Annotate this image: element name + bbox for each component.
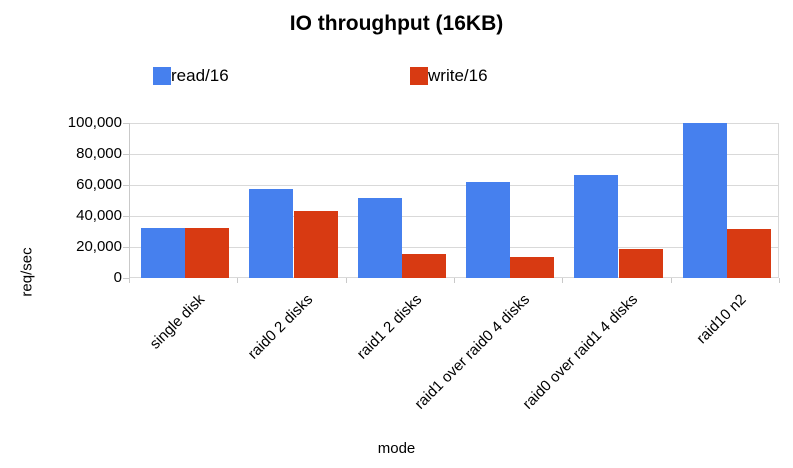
bar-write-raid1-over-raid0-4-disks	[510, 257, 554, 278]
bar-read-raid1-over-raid0-4-disks	[466, 182, 510, 278]
x-tick-mark	[779, 278, 780, 283]
chart-title: IO throughput (16KB)	[289, 12, 504, 35]
legend-swatch-write-icon	[410, 66, 428, 85]
x-tick-mark	[562, 278, 563, 283]
legend-item-read: read/16	[153, 66, 229, 85]
gridline	[130, 184, 778, 186]
y-tick-mark	[123, 278, 129, 279]
bar-read-raid1-2-disks	[358, 198, 402, 278]
legend-label-write: write/16	[428, 66, 488, 85]
legend-item-write: write/16	[410, 66, 488, 85]
legend-label-read: read/16	[171, 66, 229, 85]
gridline	[130, 246, 778, 248]
x-tick-mark	[346, 278, 347, 283]
bar-write-raid0-over-raid1-4-disks	[619, 249, 663, 278]
x-tick-label: raid1 over raid0 4 disks	[411, 291, 534, 413]
x-tick-mark	[671, 278, 672, 283]
x-tick-mark	[237, 278, 238, 283]
x-tick-label: single disk	[146, 291, 209, 353]
bar-read-raid0-over-raid1-4-disks	[574, 175, 618, 278]
y-tick-label: 20,000	[76, 238, 122, 255]
y-axis-title: req/sec	[18, 247, 36, 297]
bar-read-single-disk	[141, 228, 185, 278]
x-tick-mark	[454, 278, 455, 283]
bar-write-single-disk	[185, 228, 229, 278]
y-tick-mark	[123, 185, 129, 186]
x-tick-label: raid0 2 disks	[244, 291, 317, 363]
y-tick-mark	[123, 123, 129, 124]
legend-swatch-read-icon	[153, 66, 171, 85]
y-tick-mark	[123, 154, 129, 155]
x-tick-label: raid0 over raid1 4 disks	[519, 291, 642, 413]
bar-read-raid10-n2	[683, 123, 727, 278]
y-tick-mark	[123, 247, 129, 248]
x-tick-label: raid10 n2	[693, 291, 750, 348]
bar-write-raid0-2-disks	[294, 211, 338, 278]
gridline	[130, 215, 778, 217]
gridline	[130, 153, 778, 155]
y-tick-label: 100,000	[67, 114, 122, 131]
x-tick-label: raid1 2 disks	[353, 291, 425, 363]
gridline	[130, 277, 778, 278]
bar-write-raid10-n2	[727, 229, 771, 278]
bar-write-raid1-2-disks	[402, 254, 446, 278]
y-tick-label: 0	[113, 269, 122, 286]
x-tick-mark	[129, 278, 130, 283]
y-tick-label: 40,000	[76, 207, 122, 224]
y-tick-label: 80,000	[76, 145, 122, 162]
bar-read-raid0-2-disks	[249, 189, 293, 278]
y-tick-mark	[123, 216, 129, 217]
x-axis-title: mode	[377, 440, 416, 457]
y-tick-label: 60,000	[76, 176, 122, 193]
gridline	[130, 122, 778, 124]
plot-area	[129, 122, 779, 278]
